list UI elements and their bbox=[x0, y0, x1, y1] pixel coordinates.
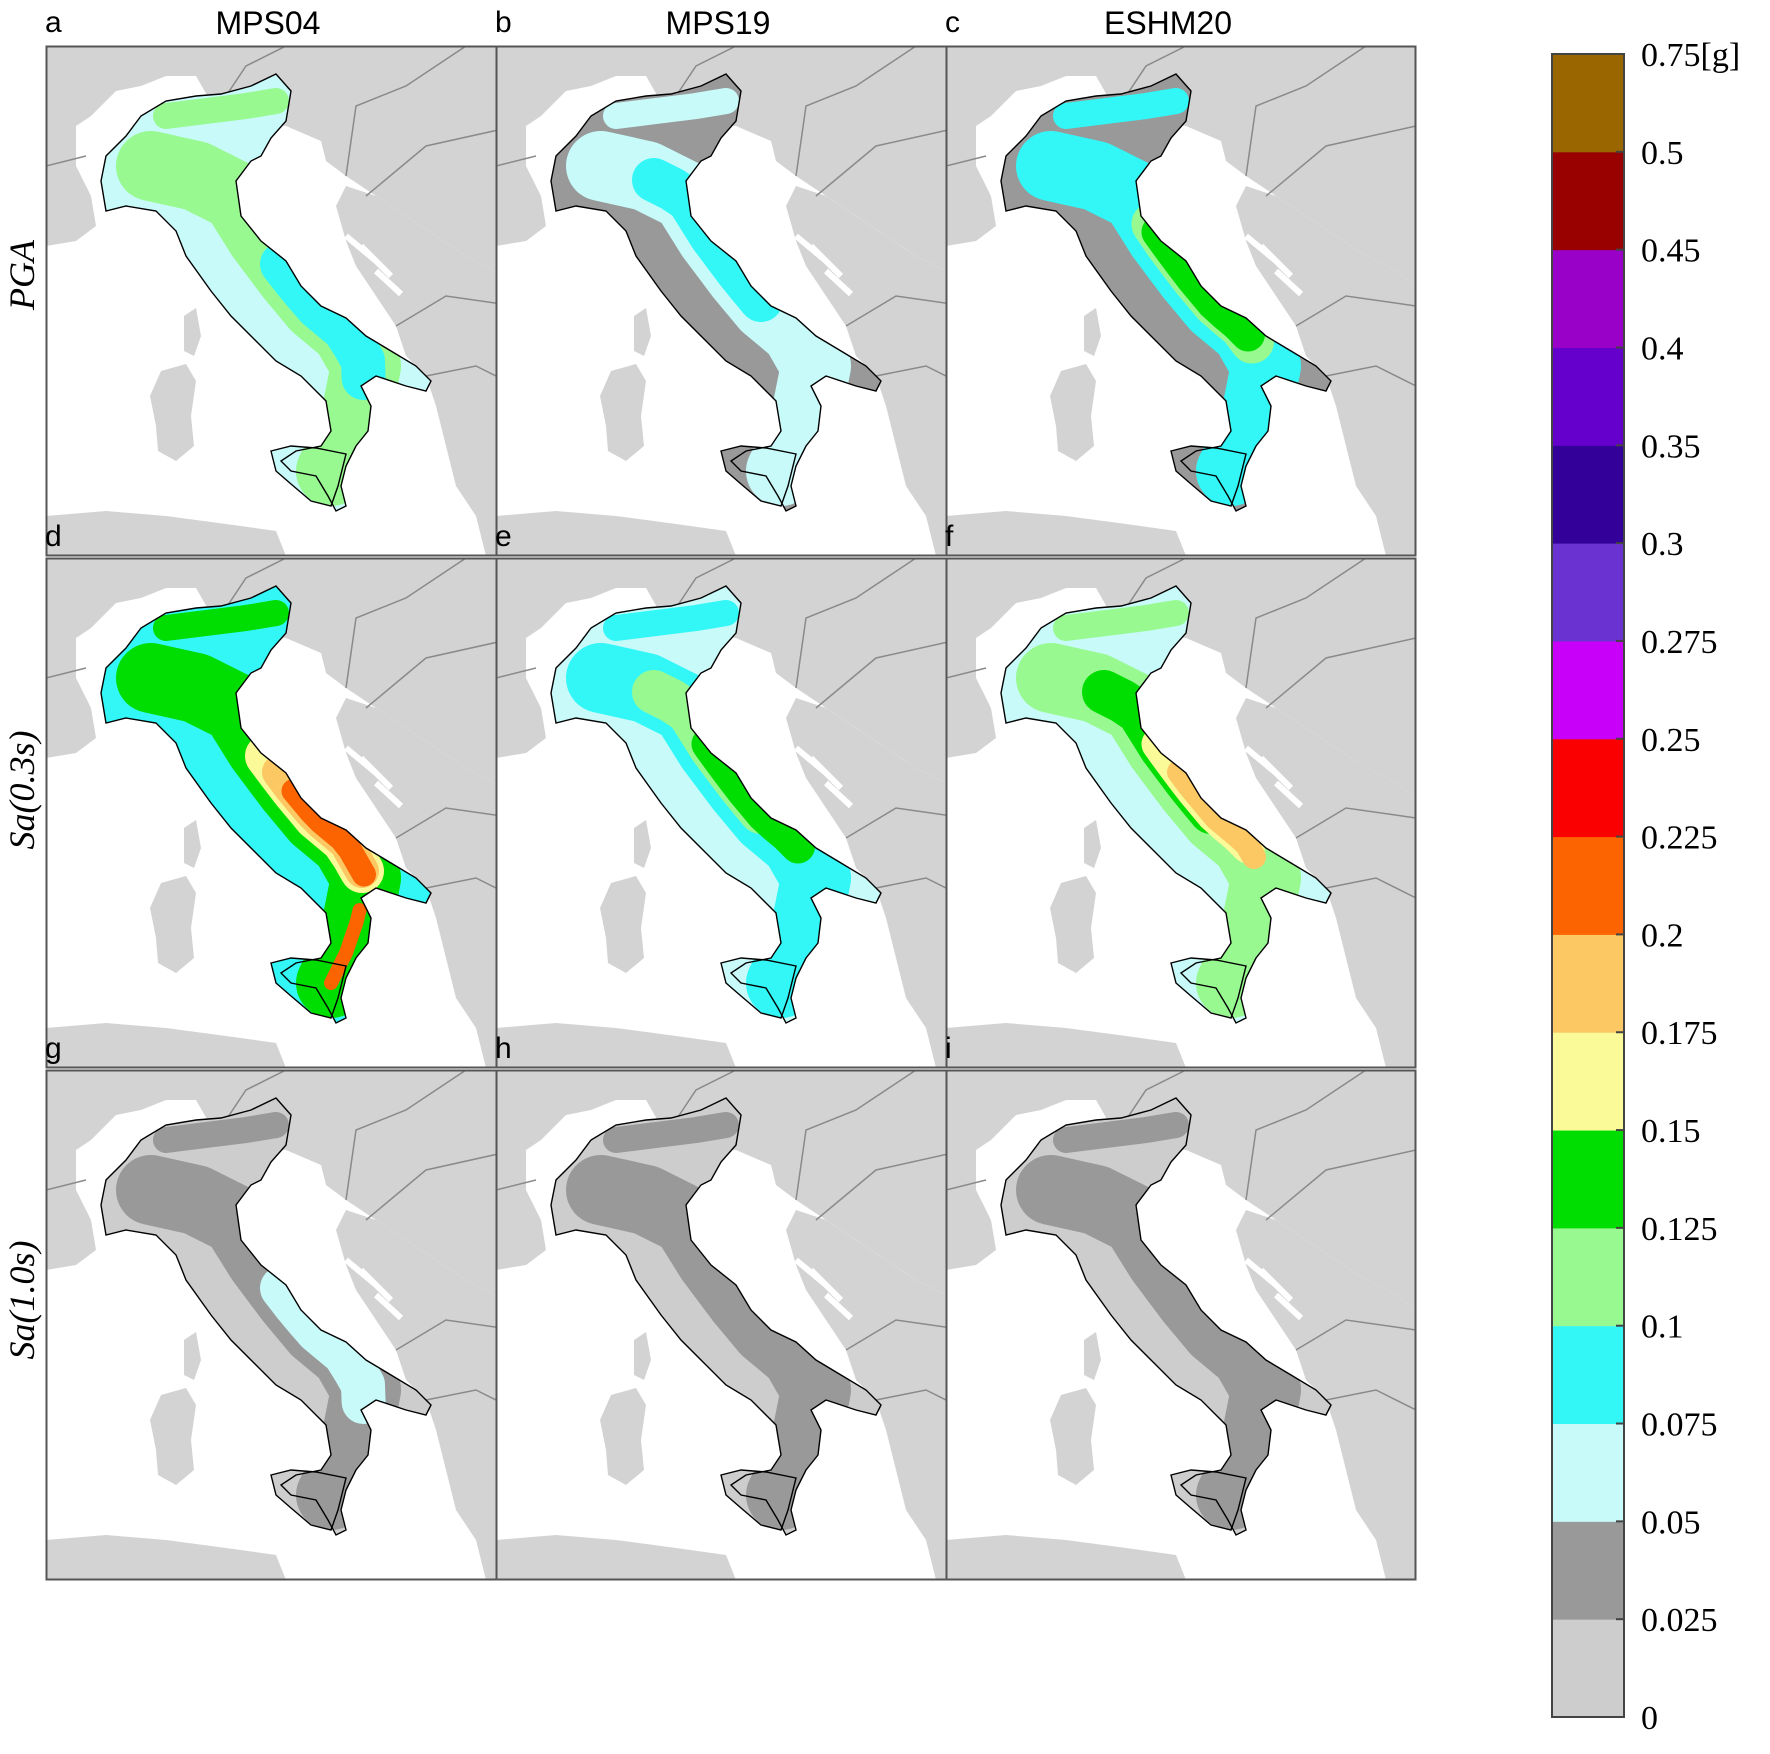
map-h-alpine-band bbox=[603, 1112, 739, 1153]
panel-letter-e: e bbox=[495, 520, 512, 553]
map-panel-a bbox=[45, 45, 517, 557]
panel-letter-b: b bbox=[495, 6, 512, 39]
colorbar-bin-2 bbox=[1552, 1423, 1624, 1522]
colorbar-bin-9 bbox=[1552, 738, 1624, 838]
colorbar-tick-8: 0.2 bbox=[1641, 917, 1684, 954]
colorbar-tick-17: 0.75[g] bbox=[1641, 37, 1740, 74]
colorbar-tick-3: 0.075 bbox=[1641, 1407, 1718, 1444]
map-c-frame bbox=[945, 45, 1417, 557]
map-a-alpine-band bbox=[153, 88, 289, 129]
map-b-coastline bbox=[550, 73, 882, 512]
colorbar-tick-11: 0.275 bbox=[1641, 624, 1718, 661]
map-e-alpine-band bbox=[603, 600, 739, 641]
row-title-pga: PGA bbox=[2, 239, 42, 311]
map-i-coastline bbox=[1000, 1097, 1332, 1536]
map-c-alpine-band bbox=[1053, 88, 1189, 129]
colorbar-tick-2: 0.05 bbox=[1641, 1504, 1701, 1541]
colorbar-bin-1 bbox=[1552, 1521, 1624, 1620]
map-d-alpine-band bbox=[153, 600, 289, 641]
panel-letter-i: i bbox=[945, 1032, 952, 1065]
colorbar-bin-13 bbox=[1552, 347, 1624, 446]
map-a-hazard-peak-0 bbox=[260, 242, 386, 400]
map-panel-d bbox=[45, 557, 517, 1069]
map-f-coastline bbox=[1000, 585, 1332, 1024]
map-b-alpine-band bbox=[603, 88, 739, 129]
colorbar-bin-10 bbox=[1552, 640, 1624, 740]
map-panel-h bbox=[495, 1069, 967, 1581]
colorbar-tick-0: 0 bbox=[1641, 1700, 1658, 1737]
row-title-sa03: Sa(0.3s) bbox=[2, 731, 42, 850]
panel-letter-c: c bbox=[945, 6, 960, 39]
colorbar-tick-7: 0.175 bbox=[1641, 1015, 1718, 1052]
map-a-coastline bbox=[100, 73, 432, 512]
colorbar-tick-16: 0.5 bbox=[1641, 135, 1684, 172]
colorbar-bin-14 bbox=[1552, 249, 1624, 348]
panel-letter-f: f bbox=[945, 520, 954, 553]
map-panels bbox=[45, 45, 1417, 1581]
column-title-eshm20: ESHM20 bbox=[1104, 5, 1232, 41]
colorbar-tick-4: 0.1 bbox=[1641, 1309, 1684, 1346]
map-panel-f bbox=[945, 557, 1417, 1069]
map-d-coastline bbox=[100, 585, 432, 1024]
colorbar-tick-5: 0.125 bbox=[1641, 1211, 1718, 1248]
map-i-alpine-band bbox=[1053, 1112, 1189, 1153]
map-f-alpine-band bbox=[1053, 600, 1189, 641]
map-panel-g bbox=[45, 1069, 517, 1581]
colorbar-tick-9: 0.225 bbox=[1641, 820, 1718, 857]
colorbar-bin-16 bbox=[1552, 54, 1624, 153]
column-title-mps04: MPS04 bbox=[216, 5, 321, 41]
map-d-hazard-peak-3 bbox=[324, 903, 367, 990]
panel-letter-a: a bbox=[45, 6, 62, 39]
map-h-coastline bbox=[550, 1097, 882, 1536]
colorbar-tick-1: 0.025 bbox=[1641, 1602, 1718, 1639]
colorbar-bin-5 bbox=[1552, 1130, 1624, 1229]
column-title-mps19: MPS19 bbox=[666, 5, 771, 41]
colorbar-bin-0 bbox=[1552, 1619, 1624, 1718]
map-g-coastline bbox=[100, 1097, 432, 1536]
colorbar-tick-13: 0.35 bbox=[1641, 428, 1701, 465]
colorbar-tick-15: 0.45 bbox=[1641, 233, 1701, 270]
map-c-hazard-peak-1 bbox=[1141, 215, 1265, 352]
colorbar-bin-11 bbox=[1552, 543, 1624, 642]
map-g-alpine-band bbox=[153, 1112, 289, 1153]
map-i-frame bbox=[945, 1069, 1417, 1581]
row-title-sa10: Sa(1.0s) bbox=[2, 1241, 42, 1360]
colorbar-tick-10: 0.25 bbox=[1641, 722, 1701, 759]
map-h-core-band bbox=[566, 1155, 851, 1530]
colorbar-bin-8 bbox=[1552, 836, 1624, 935]
map-panel-i bbox=[945, 1069, 1417, 1581]
map-f-hazard-peak-2 bbox=[1167, 760, 1266, 869]
panel-letter-h: h bbox=[495, 1032, 512, 1065]
panel-letter-d: d bbox=[45, 520, 62, 553]
colorbar-bin-4 bbox=[1552, 1227, 1624, 1327]
map-e-hazard-peak-1 bbox=[691, 727, 815, 864]
panel-letter-g: g bbox=[45, 1032, 62, 1065]
map-panel-e bbox=[495, 557, 967, 1069]
colorbar-bin-6 bbox=[1552, 1032, 1624, 1131]
colorbar-bin-12 bbox=[1552, 445, 1624, 544]
map-c-coastline bbox=[1000, 73, 1332, 512]
colorbar-bin-7 bbox=[1552, 934, 1624, 1033]
colorbar-tick-12: 0.3 bbox=[1641, 526, 1684, 563]
colorbar-tick-14: 0.4 bbox=[1641, 330, 1684, 367]
map-e-coastline bbox=[550, 585, 882, 1024]
map-panel-c bbox=[945, 45, 1417, 557]
map-g-hazard-peak-0 bbox=[260, 1266, 386, 1424]
colorbar: 0 0.025 0.05 0.075 0.1 0.125 0.15 0.175 0.2 0.225… bbox=[1551, 37, 1740, 1737]
map-i-core-band bbox=[1016, 1155, 1301, 1530]
map-f-frame bbox=[945, 557, 1417, 1069]
map-d-hazard-peak-2 bbox=[281, 779, 376, 887]
map-panel-b bbox=[495, 45, 967, 557]
colorbar-bin-15 bbox=[1552, 151, 1624, 251]
colorbar-tick-6: 0.15 bbox=[1641, 1113, 1701, 1150]
colorbar-bin-3 bbox=[1552, 1325, 1624, 1425]
